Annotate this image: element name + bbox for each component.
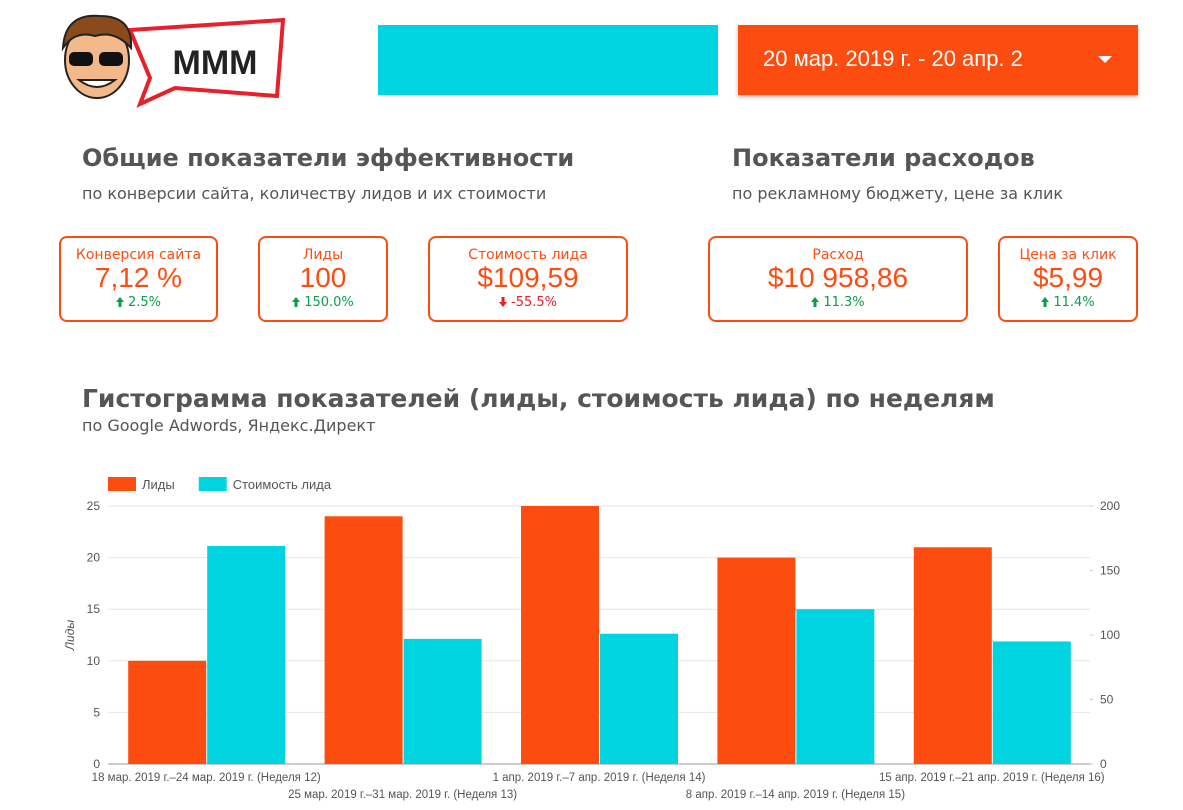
- trend-arrow-shape: [292, 297, 301, 307]
- bar: [521, 506, 599, 764]
- trend-arrow-shape: [1041, 297, 1050, 307]
- bar: [128, 660, 207, 764]
- y-tick-label: 15: [87, 602, 101, 616]
- trend-arrow-shape: [499, 297, 507, 307]
- y2-tick-label: 50: [1100, 693, 1114, 707]
- bar: [324, 516, 403, 764]
- dropdown-arrow: [1098, 56, 1112, 63]
- scorecard: Расход $10 958,86 11.3%: [708, 236, 968, 322]
- section-subtitle: по рекламному бюджету, цене за клик: [732, 184, 1064, 203]
- bar: [913, 547, 992, 764]
- bar: [403, 638, 482, 764]
- y2-tick-label: 0: [1100, 757, 1107, 771]
- y-tick-label: 0: [93, 757, 100, 771]
- scorecard-delta: 2.5%: [61, 295, 216, 310]
- scorecard-value: $5,99: [1032, 262, 1104, 293]
- trend-arrow: [115, 297, 124, 307]
- y-tick-label: 25: [87, 499, 101, 513]
- y-tick-label: 5: [93, 705, 100, 719]
- bar: [207, 545, 286, 764]
- scorecard-value: 7,12 %: [94, 262, 183, 293]
- logo-text: МММ: [173, 44, 258, 82]
- legend-label: Стоимость лида: [233, 477, 332, 492]
- banner: [378, 25, 718, 95]
- scorecard: Стоимость лида $109,59 -55.5%: [428, 236, 628, 322]
- x-tick-label: 8 апр. 2019 г.–14 апр. 2019 г. (Неделя 1…: [686, 789, 905, 801]
- bar: [992, 641, 1071, 764]
- date-range: 20 мар. 2019 г. - 20 апр. 2: [763, 46, 1023, 71]
- bar: [600, 633, 678, 764]
- legend-swatch: [198, 477, 227, 491]
- date-range-picker[interactable]: 20 мар. 2019 г. - 20 апр. 2: [738, 25, 1138, 95]
- scorecard-label: Стоимость лида: [468, 247, 588, 263]
- y2-tick-label: 100: [1100, 628, 1120, 642]
- scorecard-delta: 11.4%: [1000, 295, 1136, 310]
- logo: МММ: [61, 14, 286, 108]
- trend-arrow-shape: [115, 297, 124, 307]
- delta-value: -55.5%: [511, 295, 557, 310]
- trend-arrow: [1041, 297, 1050, 307]
- x-tick-label: 25 мар. 2019 г.–31 мар. 2019 г. (Неделя …: [288, 789, 517, 801]
- scorecard-delta: 11.3%: [710, 295, 966, 310]
- scorecard-label: Конверсия сайта: [75, 247, 202, 263]
- scorecard: Цена за клик $5,99 11.4%: [998, 236, 1138, 322]
- chart-title: Гистограмма показателей (лиды, стоимость…: [82, 384, 995, 413]
- trend-arrow: [811, 297, 820, 307]
- section-title: Показатели расходов: [732, 144, 1035, 172]
- scorecard-delta: 150.0%: [260, 295, 386, 310]
- delta-value: 2.5%: [127, 295, 162, 310]
- y-tick-label: 20: [87, 551, 101, 565]
- trend-arrow-shape: [811, 297, 820, 307]
- x-tick-label: 15 апр. 2019 г.–21 апр. 2019 г. (Неделя …: [879, 772, 1105, 784]
- scorecard: Лиды 100 150.0%: [258, 236, 388, 322]
- legend-swatch: [108, 477, 136, 491]
- scorecard-delta: -55.5%: [430, 295, 626, 310]
- bar: [796, 609, 875, 764]
- scorecard-label: Лиды: [302, 247, 344, 263]
- scorecard: Конверсия сайта 7,12 % 2.5%: [59, 236, 218, 322]
- scorecard-label: Цена за клик: [1019, 247, 1117, 263]
- scorecard-value: 100: [299, 262, 347, 293]
- section-title: Общие показатели эффективности: [82, 144, 575, 172]
- chart-subtitle: по Google Adwords, Яндекс.Директ: [82, 416, 376, 435]
- section-subtitle: по конверсии сайта, количеству лидов и и…: [82, 184, 547, 203]
- y-tick-label: 10: [87, 654, 101, 668]
- delta-value: 150.0%: [304, 295, 354, 310]
- x-tick-label: 1 апр. 2019 г.–7 апр. 2019 г. (Неделя 14…: [493, 772, 706, 784]
- trend-arrow: [499, 297, 507, 307]
- delta-value: 11.4%: [1053, 295, 1095, 310]
- y-axis-label: Лиды: [63, 620, 77, 652]
- bar: [717, 557, 796, 764]
- y2-tick-label: 200: [1100, 499, 1120, 513]
- delta-value: 11.3%: [823, 295, 865, 310]
- scorecard-label: Расход: [812, 247, 864, 263]
- trend-arrow: [292, 297, 301, 307]
- scorecard-value: $109,59: [477, 262, 579, 293]
- x-tick-label: 18 мар. 2019 г.–24 мар. 2019 г. (Неделя …: [92, 772, 321, 784]
- y2-tick-label: 150: [1100, 564, 1120, 578]
- legend-label: Лиды: [142, 477, 175, 492]
- scorecard-value: $10 958,86: [767, 262, 909, 293]
